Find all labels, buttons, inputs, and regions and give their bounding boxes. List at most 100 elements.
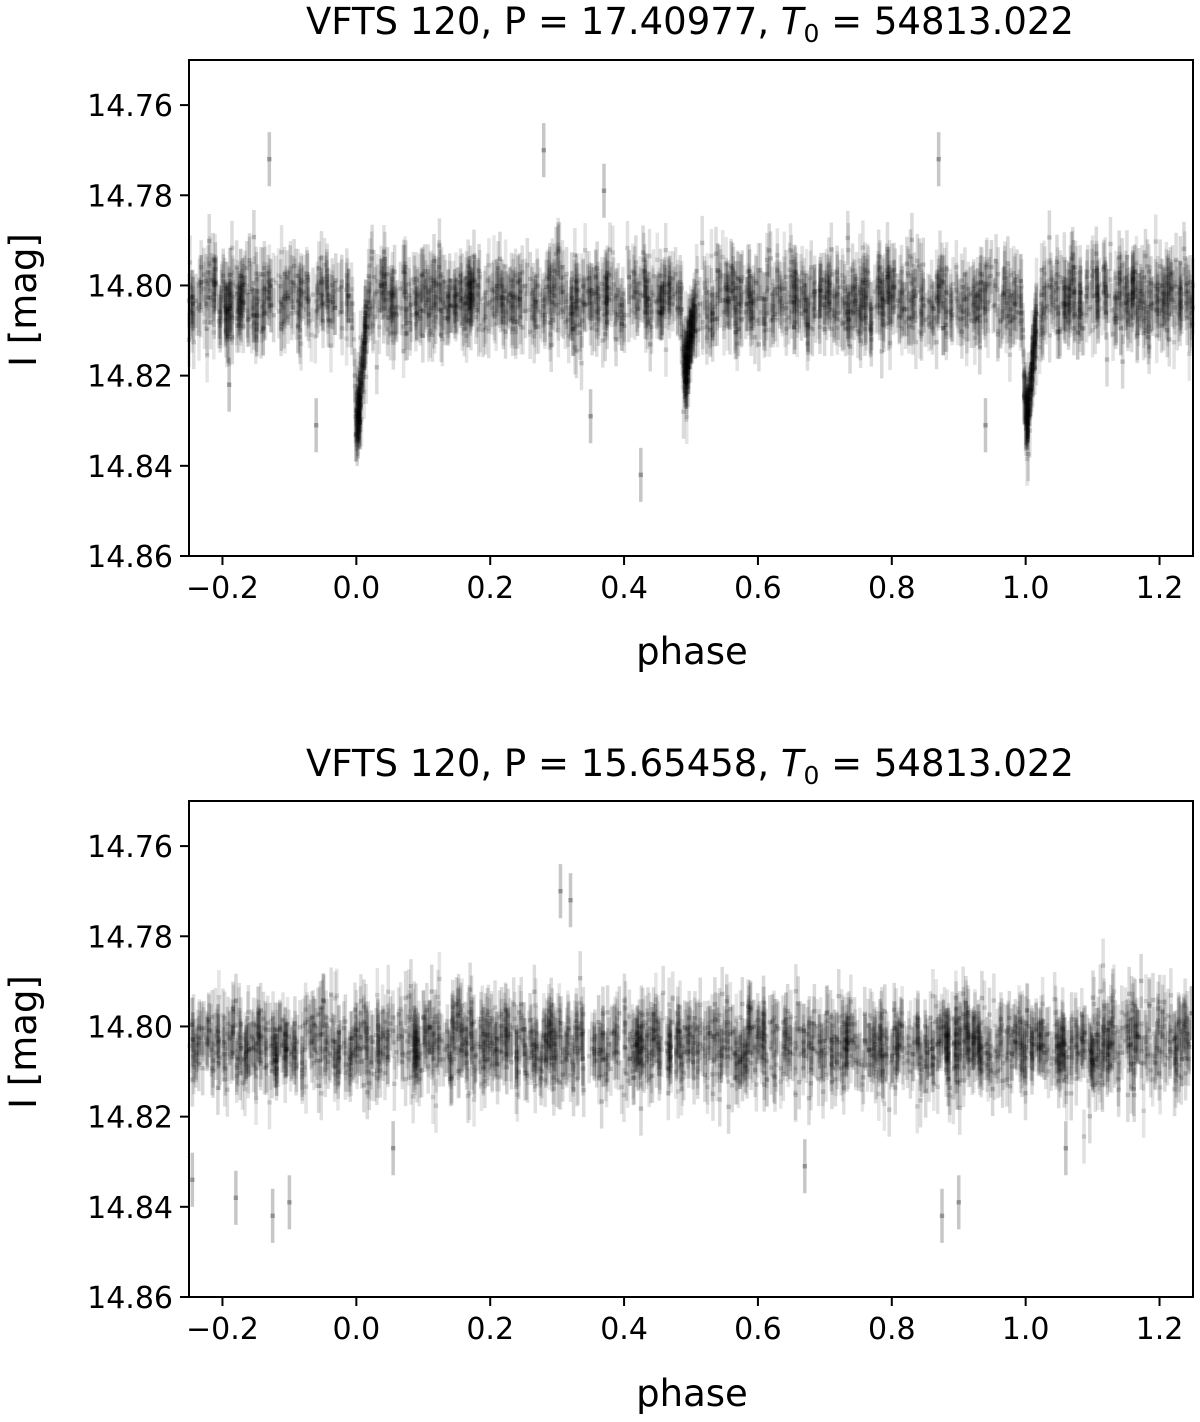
data-point bbox=[1146, 324, 1151, 329]
data-point bbox=[738, 278, 744, 284]
eclipse-point bbox=[352, 373, 357, 378]
data-point bbox=[1135, 330, 1140, 336]
data-point bbox=[856, 313, 862, 319]
data-point bbox=[633, 289, 639, 295]
data-point bbox=[1072, 311, 1077, 317]
data-point bbox=[789, 259, 794, 265]
data-point bbox=[829, 326, 834, 332]
data-point bbox=[983, 306, 988, 312]
data-point bbox=[499, 295, 504, 300]
data-point bbox=[954, 296, 959, 301]
data-point bbox=[829, 1079, 835, 1085]
data-point bbox=[420, 273, 425, 279]
data-point bbox=[389, 312, 395, 317]
data-point bbox=[1130, 275, 1135, 280]
data-point bbox=[1134, 260, 1139, 266]
data-point bbox=[1106, 1044, 1111, 1049]
data-point bbox=[678, 279, 683, 285]
data-point bbox=[912, 293, 918, 299]
eclipse-point bbox=[684, 379, 690, 385]
data-point bbox=[255, 313, 260, 319]
data-point bbox=[845, 312, 850, 317]
data-point bbox=[780, 1020, 786, 1025]
data-point bbox=[879, 296, 885, 302]
data-point bbox=[1101, 264, 1107, 269]
data-point bbox=[1041, 265, 1047, 270]
data-point bbox=[1124, 300, 1129, 305]
data-point bbox=[910, 314, 915, 320]
data-point bbox=[506, 298, 511, 303]
data-point bbox=[739, 318, 744, 323]
data-point bbox=[1160, 292, 1165, 297]
data-point bbox=[597, 1048, 603, 1053]
data-point bbox=[1096, 313, 1101, 318]
data-point bbox=[626, 274, 631, 280]
data-point bbox=[600, 338, 605, 343]
data-point bbox=[423, 285, 428, 290]
data-point bbox=[1114, 313, 1119, 318]
data-point bbox=[906, 316, 911, 321]
data-point bbox=[380, 1051, 386, 1057]
data-point bbox=[651, 293, 656, 298]
data-point bbox=[741, 289, 747, 295]
data-point bbox=[534, 324, 539, 330]
data-point bbox=[1181, 291, 1186, 297]
data-point bbox=[370, 324, 376, 329]
data-point bbox=[895, 1036, 900, 1041]
data-point bbox=[271, 277, 276, 283]
data-point bbox=[783, 274, 789, 280]
data-point bbox=[508, 292, 513, 297]
data-point bbox=[523, 308, 528, 314]
data-point bbox=[707, 319, 713, 324]
data-point bbox=[800, 290, 806, 295]
data-point bbox=[1018, 278, 1024, 284]
data-point bbox=[824, 311, 829, 316]
eclipse-point bbox=[686, 345, 691, 350]
data-point bbox=[968, 318, 974, 324]
data-point bbox=[544, 1032, 549, 1038]
data-point bbox=[708, 327, 713, 333]
data-point bbox=[240, 282, 245, 288]
data-point bbox=[657, 292, 662, 298]
data-point bbox=[712, 1037, 718, 1043]
data-point bbox=[295, 273, 301, 279]
data-point bbox=[989, 264, 994, 270]
eclipse-point bbox=[1029, 361, 1035, 366]
data-point bbox=[987, 1056, 992, 1061]
data-point bbox=[493, 321, 499, 327]
data-point bbox=[748, 310, 754, 315]
data-point bbox=[1112, 1058, 1117, 1063]
data-point bbox=[808, 1081, 814, 1086]
data-point bbox=[403, 320, 409, 325]
eclipse-point bbox=[685, 345, 691, 350]
data-point bbox=[314, 299, 319, 304]
data-point bbox=[213, 1050, 219, 1056]
data-point bbox=[303, 1007, 308, 1012]
data-point bbox=[680, 346, 685, 351]
data-point bbox=[391, 310, 396, 316]
data-point bbox=[1141, 331, 1146, 336]
eclipse-point bbox=[690, 318, 695, 324]
data-point bbox=[826, 289, 831, 294]
data-point bbox=[574, 322, 579, 328]
data-point bbox=[548, 1002, 554, 1007]
data-point bbox=[492, 314, 498, 319]
data-point bbox=[918, 1098, 923, 1103]
data-point bbox=[532, 318, 537, 323]
data-point bbox=[705, 1075, 710, 1080]
data-point bbox=[1179, 298, 1184, 303]
data-point bbox=[447, 278, 452, 283]
data-point bbox=[542, 316, 548, 321]
data-point bbox=[1145, 304, 1150, 310]
data-point bbox=[923, 317, 928, 322]
data-point bbox=[634, 302, 640, 308]
data-point bbox=[688, 1024, 693, 1030]
data-point bbox=[339, 284, 344, 289]
data-point bbox=[463, 282, 469, 287]
data-point bbox=[1036, 1044, 1041, 1050]
data-point bbox=[466, 1009, 472, 1015]
data-point bbox=[829, 307, 834, 312]
eclipse-point bbox=[354, 417, 359, 422]
data-point bbox=[270, 1034, 276, 1040]
data-point bbox=[398, 286, 403, 291]
